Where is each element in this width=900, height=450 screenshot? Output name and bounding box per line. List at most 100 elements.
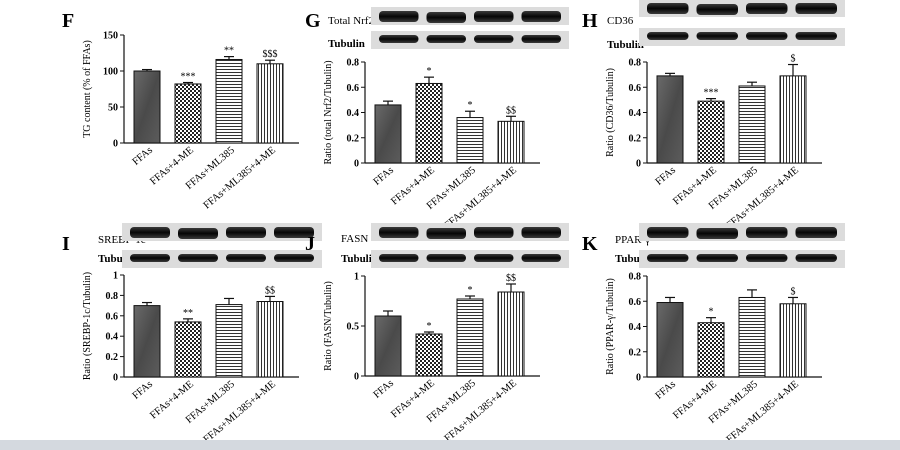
significance-label: ** (183, 308, 193, 319)
blot-strip (639, 223, 845, 241)
blot-band (274, 254, 314, 262)
bottom-strip (0, 440, 900, 450)
y-tick-label: 0.4 (629, 322, 642, 333)
y-axis-label: TG content (% of FFAs) (82, 40, 93, 138)
blot-band (746, 227, 788, 238)
y-tick-label: 1 (113, 271, 118, 282)
blot-band (274, 227, 314, 238)
significance-label: $ (791, 286, 796, 297)
bar (215, 304, 243, 378)
y-tick-label: 0 (636, 159, 641, 170)
bar (374, 315, 402, 377)
blot-loading-label: Tubulin (328, 38, 365, 50)
bar (133, 305, 161, 378)
blot-band (474, 227, 514, 238)
blot-band (226, 227, 266, 238)
blot-band (795, 227, 837, 238)
blot-strip (371, 250, 569, 268)
y-tick-label: 0.2 (106, 352, 119, 363)
y-axis-label: Ratio (total Nrf2/Tubulin) (323, 60, 334, 164)
blot-strip (371, 31, 569, 49)
blot-band (647, 254, 689, 262)
blot-band (474, 254, 514, 262)
bar (133, 70, 161, 144)
bar (779, 303, 807, 378)
panel-g: G Total Nrf2 Tubulin 0 0.2 0.4 0.6 0.8 Ratio (to… (305, 7, 569, 231)
blot-band (696, 254, 738, 262)
y-tick-label: 0.4 (347, 108, 360, 119)
blot-band (746, 32, 788, 40)
significance-label: * (427, 321, 432, 332)
y-tick-label: 0.8 (106, 291, 119, 302)
significance-label: $ (791, 54, 796, 65)
blot-loading-label: Tubulin (607, 39, 644, 51)
y-tick-label: 0.6 (106, 311, 119, 322)
significance-label: * (427, 66, 432, 77)
blot-band (521, 11, 561, 22)
y-tick-label: 50 (108, 103, 118, 114)
bar (374, 104, 402, 164)
y-tick-label: 0.5 (347, 322, 360, 333)
y-axis-label: Ratio (SREBP-1c/Tubulin) (82, 272, 93, 380)
blot-band (795, 3, 837, 14)
significance-label: $$ (506, 273, 516, 284)
significance-label: * (468, 285, 473, 296)
blot-band (379, 35, 419, 43)
blot-band (647, 32, 689, 40)
significance-label: $$ (265, 285, 275, 296)
blot-band (696, 32, 738, 40)
blot-strip (639, 28, 845, 46)
category-label: FFAs+ML385+4-ME (202, 145, 278, 212)
blot-loading-label: Tubulin (341, 253, 378, 265)
bar (779, 75, 807, 164)
y-tick-label: 0.2 (629, 347, 642, 358)
bar (415, 82, 443, 164)
significance-label: *** (181, 72, 196, 83)
y-axis-label: Ratio (PPAR-γ/Tubulin) (605, 278, 616, 375)
bar (738, 85, 766, 164)
blot-strip (639, 250, 845, 268)
blot-band (696, 228, 738, 239)
blot-band (130, 254, 170, 262)
blot-band (426, 12, 466, 23)
y-tick-label: 0.8 (347, 58, 360, 69)
blot-band (746, 254, 788, 262)
category-label: FFAs+ML385+4-ME (202, 379, 278, 446)
y-tick-label: 0.6 (347, 83, 360, 94)
panel-label: G (305, 10, 321, 32)
y-tick-label: 0 (113, 139, 118, 150)
blot-band (426, 254, 466, 262)
bar (174, 321, 202, 378)
y-tick-label: 150 (103, 31, 118, 42)
blot-band (647, 227, 689, 238)
y-tick-label: 0.8 (629, 58, 642, 69)
blot-band (521, 227, 561, 238)
category-label: FFAs (372, 378, 396, 401)
significance-label: $$ (506, 105, 516, 116)
significance-label: * (709, 307, 714, 318)
blot-strip (122, 250, 322, 268)
blot-strip (371, 223, 569, 241)
blot-band (746, 3, 788, 14)
blot-strip (639, 0, 845, 17)
category-label: FFAs (131, 379, 155, 402)
panel-label: F (62, 10, 74, 32)
significance-label: *** (704, 88, 719, 99)
blot-band (130, 227, 170, 238)
blot-band (696, 4, 738, 15)
blot-strip (371, 7, 569, 25)
blot-band (426, 35, 466, 43)
blot-protein-label: CD36 (607, 15, 634, 27)
category-label: FFAs+ML385+4-ME (725, 379, 801, 446)
y-axis-label: Ratio (CD36/Tubulin) (605, 68, 616, 157)
y-tick-label: 0.4 (629, 108, 642, 119)
bar (256, 63, 284, 144)
y-tick-label: 0 (354, 159, 359, 170)
y-tick-label: 100 (103, 67, 118, 78)
y-tick-label: 0 (636, 373, 641, 384)
category-label: FFAs+ML385+4-ME (443, 378, 519, 445)
blot-band (521, 35, 561, 43)
significance-label: $$$ (263, 49, 278, 60)
